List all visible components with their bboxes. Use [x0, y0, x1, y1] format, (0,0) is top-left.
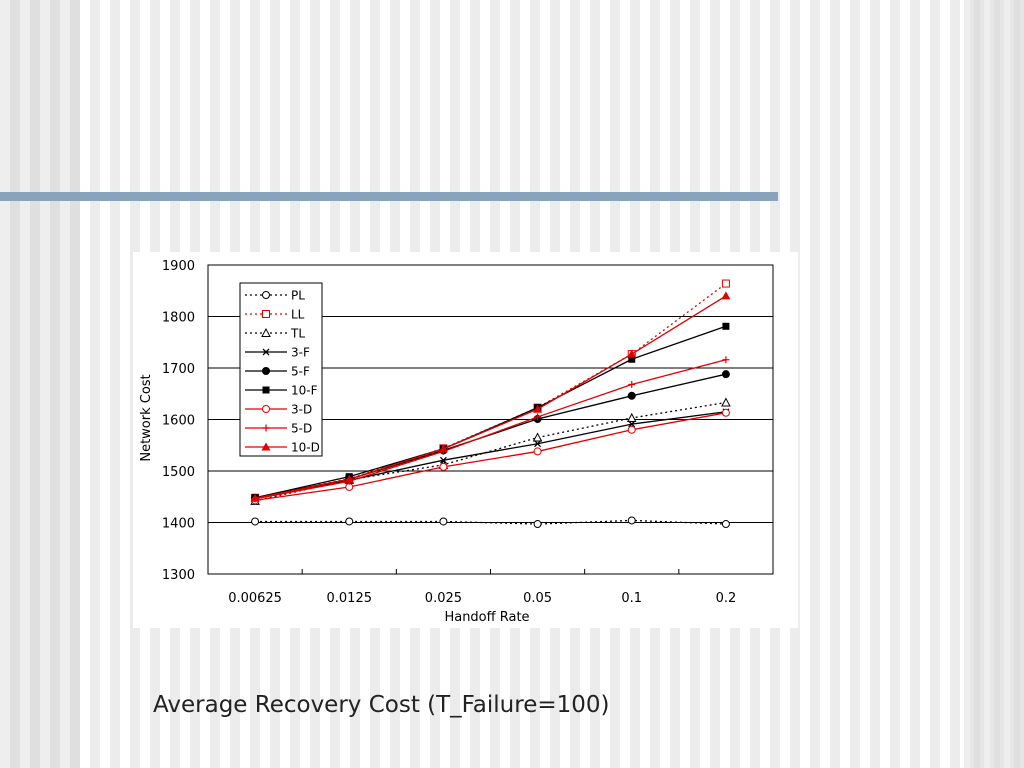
data-point-10-d [438, 444, 448, 453]
legend-label-pl: PL [291, 289, 305, 303]
legend-marker-ll [262, 310, 270, 318]
legend-label-5-d: 5-D [291, 422, 312, 436]
legend-item-3-f: 3-F [245, 346, 310, 360]
legend-item-pl: PL [245, 289, 305, 303]
y-tick-label: 1400 [162, 517, 195, 532]
series-5-f [251, 370, 730, 502]
x-tick-label: 0.025 [425, 591, 462, 606]
data-point-5-f [627, 391, 636, 400]
data-point-5-d [628, 380, 636, 388]
data-point-pl [533, 520, 542, 529]
x-tick-label: 0.05 [523, 591, 552, 606]
data-point-10-d [627, 349, 637, 358]
data-point-pl [345, 517, 354, 526]
title-divider-bar [0, 192, 778, 201]
data-point-10-f [722, 322, 730, 330]
legend-marker-pl [262, 291, 270, 299]
legend-marker-5-d [262, 424, 270, 432]
slide-caption: Average Recovery Cost (T_Failure=100) [153, 692, 610, 718]
series-3-f [251, 408, 730, 502]
legend-label-3-d: 3-D [291, 403, 312, 417]
line-chart: 1300 1400 1500 1600 1700 1800 1900 0.00625 0.012… [139, 259, 774, 625]
series-line-10-f [254, 325, 727, 499]
x-tick-label: 0.1 [621, 591, 642, 606]
data-point-5-d [722, 356, 730, 364]
data-point-10-d [250, 493, 260, 502]
data-point-10-d [533, 404, 543, 413]
legend-item-ll: LL [245, 308, 305, 322]
legend-item-3-d: 3-D [245, 403, 312, 417]
x-axis-title: Handoff Rate [444, 610, 529, 625]
axes: 1300 1400 1500 1600 1700 1800 1900 0.00625 0.012… [162, 259, 774, 606]
legend-item-5-d: 5-D [245, 422, 312, 436]
data-point-5-d [534, 413, 542, 421]
series-10-f [251, 322, 730, 502]
legend-label-10-d: 10-D [291, 441, 320, 455]
y-tick-label: 1600 [162, 414, 195, 429]
y-tick-label: 1500 [162, 465, 195, 480]
series-pl [251, 516, 730, 529]
legend-item-tl: TL [245, 327, 305, 341]
series-10-d [250, 291, 731, 502]
series-line-5-d [254, 359, 727, 500]
series-line-5-f [254, 373, 727, 499]
legend-item-10-f: 10-F [245, 384, 318, 398]
data-point-pl [721, 520, 730, 529]
legend-marker-3-f [262, 348, 270, 356]
legend-marker-10-d [261, 442, 271, 451]
data-point-10-d [344, 474, 354, 483]
legend-item-5-f: 5-F [245, 365, 310, 379]
legend-marker-10-f [262, 386, 270, 394]
legend-label-tl: TL [290, 327, 305, 341]
data-point-pl [627, 516, 636, 525]
data-point-tl [532, 432, 543, 442]
series-line-pl [255, 519, 726, 525]
background-stripes-left [0, 0, 80, 768]
data-point-tl [626, 412, 637, 422]
legend-marker-5-f [262, 367, 270, 375]
data-point-5-f [721, 370, 730, 379]
data-point-pl [251, 517, 260, 526]
legend-marker-tl [261, 327, 271, 337]
data-point-3-f [628, 420, 636, 428]
data-point-3-d [721, 408, 730, 417]
y-tick-label: 1800 [162, 311, 195, 326]
background-stripes-right [964, 0, 1024, 768]
legend: PL LL TL 3-F 5-F 10-F 3-D 5-D 10-D [239, 282, 323, 457]
legend-box [239, 282, 323, 457]
series-line-3-d [254, 412, 727, 501]
y-tick-label: 1300 [162, 568, 195, 583]
legend-label-ll: LL [291, 308, 305, 322]
x-tick-label: 0.0125 [327, 591, 373, 606]
legend-marker-3-d [262, 405, 270, 413]
data-point-3-f [534, 440, 542, 448]
series-3-d [251, 408, 730, 505]
legend-label-5-f: 5-F [291, 365, 310, 379]
y-axis-title: Network Cost [139, 374, 154, 461]
x-tick-label: 0.2 [716, 591, 737, 606]
legend-label-10-f: 10-F [291, 384, 318, 398]
data-point-10-f [628, 355, 636, 363]
data-point-3-d [627, 425, 636, 434]
series-line-3-f [254, 411, 727, 499]
data-point-3-f [439, 456, 447, 464]
data-point-10-d [721, 291, 731, 300]
data-point-3-d [533, 447, 542, 456]
y-tick-label: 1700 [162, 362, 195, 377]
x-tick-label: 0.00625 [228, 591, 282, 606]
series-ll [251, 279, 730, 502]
data-point-ll [721, 279, 730, 288]
data-point-tl [721, 397, 731, 407]
legend-label-3-f: 3-F [291, 346, 310, 360]
chart-panel: 1300 1400 1500 1600 1700 1800 1900 0.00625 0.012… [133, 252, 798, 628]
legend-item-10-d: 10-D [245, 441, 320, 455]
y-tick-label: 1900 [162, 259, 195, 274]
series-line-10-d [254, 295, 727, 499]
series-lines [250, 279, 731, 529]
data-point-pl [439, 517, 448, 526]
data-point-3-d [439, 462, 448, 471]
